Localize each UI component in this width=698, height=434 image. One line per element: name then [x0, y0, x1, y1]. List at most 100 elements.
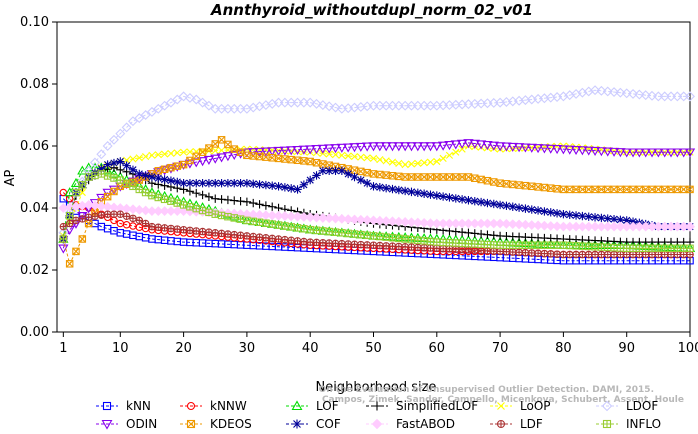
data-point — [685, 91, 695, 102]
data-point — [374, 215, 385, 226]
data-point — [628, 221, 638, 232]
data-point — [552, 209, 562, 218]
data-point — [400, 217, 411, 227]
data-point — [318, 166, 328, 175]
data-point — [470, 196, 479, 206]
data-point — [350, 172, 359, 182]
data-point — [686, 250, 694, 259]
data-point — [445, 245, 454, 253]
data-point — [496, 247, 504, 256]
data-point — [135, 169, 144, 179]
legend-label: LDOF — [626, 399, 658, 413]
data-point — [180, 148, 188, 156]
data-point — [255, 200, 264, 209]
data-point — [483, 198, 492, 208]
data-point — [336, 143, 347, 153]
data-point — [338, 239, 346, 248]
data-point — [311, 145, 322, 155]
data-point — [565, 250, 574, 259]
data-point — [319, 238, 327, 247]
data-point — [490, 178, 498, 186]
data-point — [621, 221, 632, 232]
data-point — [464, 246, 473, 254]
data-point — [330, 213, 341, 224]
data-point — [135, 216, 144, 225]
data-point — [387, 216, 398, 227]
data-point — [249, 198, 258, 208]
data-point — [97, 170, 106, 178]
data-point — [679, 185, 688, 194]
data-point — [509, 248, 517, 256]
data-point — [350, 152, 359, 161]
data-point — [116, 157, 125, 166]
data-point — [179, 160, 188, 169]
data-point — [433, 244, 441, 253]
data-point — [400, 142, 411, 152]
data-point — [374, 142, 385, 152]
data-point — [306, 238, 314, 246]
data-point — [412, 142, 423, 152]
data-point — [376, 156, 384, 164]
data-point — [191, 94, 202, 105]
data-point — [546, 208, 555, 217]
data-point — [305, 97, 316, 108]
data-point — [279, 211, 290, 221]
data-point — [324, 213, 335, 224]
data-point — [610, 243, 618, 252]
data-point — [438, 192, 448, 201]
data-point — [115, 128, 126, 139]
legend-item-knnw: kNNW — [180, 399, 247, 413]
data-point — [627, 148, 639, 158]
data-point — [394, 185, 404, 195]
data-point — [602, 147, 613, 157]
data-point — [610, 250, 618, 259]
legend-marker — [497, 402, 505, 410]
data-point — [273, 146, 284, 156]
data-point — [388, 184, 397, 194]
legend-item-knn: kNN — [96, 399, 151, 413]
data-point — [457, 227, 467, 237]
y-tick-label: 0.06 — [20, 139, 49, 154]
data-point — [279, 146, 291, 156]
data-point — [267, 147, 278, 157]
data-point — [243, 232, 251, 240]
data-point — [173, 177, 182, 187]
data-point — [521, 204, 530, 213]
data-point — [223, 195, 233, 205]
data-point — [672, 148, 683, 158]
data-point — [331, 166, 340, 175]
data-point — [268, 181, 277, 190]
data-point — [457, 218, 468, 229]
data-point — [243, 151, 251, 160]
x-tick-label: 80 — [555, 341, 572, 356]
data-point — [615, 221, 626, 232]
data-point — [109, 158, 119, 168]
data-point — [128, 165, 138, 174]
data-point — [159, 100, 170, 111]
data-point — [287, 236, 295, 244]
data-point — [224, 140, 232, 149]
data-point — [469, 139, 480, 149]
data-point — [292, 145, 303, 156]
data-point — [128, 204, 138, 215]
data-point — [425, 218, 436, 229]
data-point — [439, 154, 447, 162]
data-point — [558, 145, 569, 155]
legend-label: SimplifiedLOF — [396, 399, 478, 413]
data-point — [654, 185, 663, 194]
data-point — [527, 249, 536, 257]
data-point — [65, 260, 74, 268]
data-point — [381, 183, 391, 193]
data-point — [456, 139, 468, 149]
legend-label: FastABOD — [396, 417, 455, 431]
data-point — [122, 212, 131, 221]
data-point — [514, 219, 524, 230]
data-point — [515, 144, 523, 152]
legend-item-ldof: LDOF — [596, 399, 658, 413]
data-point — [198, 190, 207, 200]
data-point — [343, 169, 353, 179]
data-point — [660, 250, 669, 259]
data-point — [570, 145, 582, 156]
data-point — [324, 166, 334, 175]
data-point — [488, 141, 499, 151]
